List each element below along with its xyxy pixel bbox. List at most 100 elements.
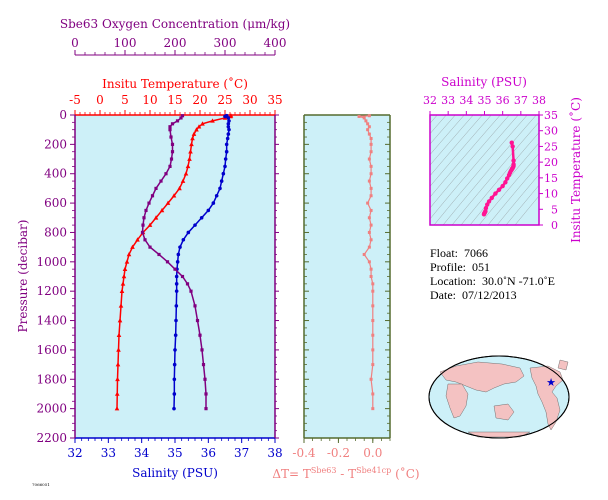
oxygen-point xyxy=(159,179,163,183)
oxygen-point xyxy=(204,407,208,411)
salinity-point xyxy=(218,186,222,191)
temperature-point xyxy=(126,251,132,257)
temperature-point xyxy=(165,200,171,205)
salinity-point xyxy=(193,223,197,227)
temperature-point xyxy=(119,288,125,293)
ts-temperature-tick-label: 35 xyxy=(544,109,558,122)
ts-density-contour xyxy=(430,115,519,220)
temperature-point xyxy=(185,163,191,169)
oxygen-tick-label: 0 xyxy=(71,36,79,50)
pressure-tick-label: 2000 xyxy=(36,402,67,416)
ts-temperature-tick-label: 10 xyxy=(544,188,558,201)
temperature-point xyxy=(189,141,194,147)
pressure-axis-ticks: 0 200 400 600 800 1000 1200 1400 1600 1800 2000 220… xyxy=(36,108,279,445)
salinity-point xyxy=(174,289,179,293)
delta-t-point xyxy=(364,119,368,123)
delta-t-tick-label: -0.4 xyxy=(292,446,316,460)
date-label: Date: xyxy=(430,288,456,302)
ts-temperature-tick-label: 30 xyxy=(544,125,558,138)
delta-t-point xyxy=(369,223,373,227)
delta-t-point xyxy=(371,333,375,337)
oxygen-tick-label: 400 xyxy=(264,36,287,50)
oxygen-point xyxy=(144,208,148,213)
salinity-point xyxy=(186,230,191,235)
salinity-point xyxy=(226,132,231,136)
pressure-tick-label: 800 xyxy=(44,225,67,239)
ts-salinity-tick-label: 35 xyxy=(478,94,492,107)
salinity-tick-label: 32 xyxy=(67,446,82,460)
temperature-point xyxy=(121,274,127,279)
ts-point xyxy=(511,162,516,167)
world-map: ★ xyxy=(428,355,570,439)
delta-t-point xyxy=(369,194,373,198)
temperature-point xyxy=(194,127,199,132)
map-frame xyxy=(428,355,570,439)
oxygen-point xyxy=(164,172,168,176)
ts-point xyxy=(503,180,508,185)
ts-series xyxy=(481,140,516,217)
salinity-point xyxy=(172,392,177,396)
temperature-tick-label: -5 xyxy=(69,93,81,107)
salinity-tick-label: 37 xyxy=(234,446,249,460)
ts-density-contour xyxy=(430,115,447,135)
temperature-point xyxy=(120,281,126,286)
float-info-panel: Float: 7066 Profile: 051 Location: 30.0˚… xyxy=(430,246,555,302)
salinity-point xyxy=(227,119,231,123)
temperature-axis-title: Insitu Temperature (˚C) xyxy=(102,76,248,91)
date-row: Date: 07/12/2013 xyxy=(430,288,555,302)
temperature-axis-ticks: -5 0 5 10 15 20 25 30 35 xyxy=(69,93,283,115)
temperature-tick-label: 15 xyxy=(167,93,182,107)
pressure-tick-label: 1200 xyxy=(36,284,67,298)
oxygen-point xyxy=(147,201,151,205)
salinity-point xyxy=(226,124,231,129)
salinity-point xyxy=(174,274,179,279)
pressure-axis-title: Pressure (decibar) xyxy=(16,220,30,333)
delta-t-title-sup1: Sbe63 xyxy=(311,466,337,475)
delta-t-point xyxy=(366,128,370,132)
ts-density-contour xyxy=(430,115,483,177)
salinity-point xyxy=(224,142,229,147)
salinity-point xyxy=(206,208,211,213)
ts-point xyxy=(510,144,515,149)
oxygen-point xyxy=(168,164,172,168)
pressure-tick-label: 400 xyxy=(44,167,67,181)
temperature-point xyxy=(116,347,121,352)
delta-t-point xyxy=(366,201,370,205)
oxygen-tick-label: 200 xyxy=(164,36,187,50)
temperature-point xyxy=(177,185,182,191)
ts-density-contour xyxy=(430,115,465,156)
delta-t-point xyxy=(371,282,375,286)
salinity-point xyxy=(172,406,176,411)
pressure-tick-label: 1600 xyxy=(36,343,67,357)
ts-salinity-tick-label: 38 xyxy=(532,94,546,107)
profile-label: Profile: xyxy=(430,260,466,274)
delta-t-title-sup2: Sbe41cp xyxy=(356,466,391,475)
temperature-point xyxy=(117,318,123,323)
delta-t-point xyxy=(369,164,373,168)
salinity-point xyxy=(223,164,227,169)
ts-temperature-ticks: 0 5 10 15 20 25 30 35 xyxy=(539,109,558,232)
salinity-point xyxy=(176,252,181,257)
ts-density-contour xyxy=(430,115,510,209)
ts-salinity-tick-label: 34 xyxy=(459,94,473,107)
oxygen-point xyxy=(198,333,202,337)
ts-point xyxy=(489,195,494,201)
oxygen-tick-label: 100 xyxy=(114,36,137,50)
ts-salinity-tick-label: 37 xyxy=(514,94,528,107)
land-eurasia xyxy=(439,361,525,393)
ts-point xyxy=(483,205,489,211)
delta-t-point xyxy=(369,377,373,381)
delta-t-point xyxy=(369,136,373,140)
temperature-point xyxy=(114,391,120,396)
ts-density-contour xyxy=(487,163,539,225)
temperature-point xyxy=(114,406,120,411)
salinity-point xyxy=(173,348,177,352)
salinity-tick-label: 34 xyxy=(134,446,150,460)
delta-t-point xyxy=(369,238,373,242)
temperature-point xyxy=(200,121,205,126)
temperature-tick-label: 30 xyxy=(242,93,257,107)
ts-point xyxy=(496,187,502,192)
delta-t-point xyxy=(367,230,371,234)
date-value: 07/12/2013 xyxy=(462,288,517,302)
delta-t-point xyxy=(369,150,373,154)
